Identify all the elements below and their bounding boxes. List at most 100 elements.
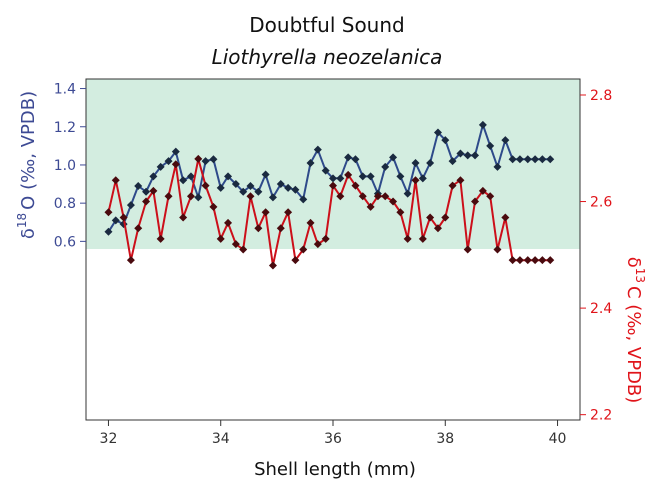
series-right-point [351,181,360,190]
series-left-point [284,183,293,192]
series-right-point [381,192,390,201]
series-left-point [478,120,487,129]
series-right-point [448,181,457,190]
series-left-point [538,155,547,164]
series-left-point [418,174,427,183]
series-left-point [156,162,165,171]
series-left-point [523,155,532,164]
x-tick-label: 40 [549,431,567,447]
series-left-point [246,181,255,190]
series-right-point [186,192,195,201]
series-left-point [389,153,398,162]
series-right-point [441,213,450,222]
series-left-point [231,180,240,189]
series-right-point [478,186,487,195]
series-right-point [239,245,248,254]
series-left-point [142,187,151,196]
chart-subtitle: Liothyrella neozelanica [212,45,443,69]
series-right-point [299,245,308,254]
series-right-point [224,218,233,227]
series-left-point [493,162,502,171]
series-left-point [501,136,510,145]
series-right-point [456,176,465,185]
series-left-point [396,172,405,181]
y-left-tick-label: 1.2 [54,120,76,136]
series-right-point [268,261,277,270]
plot-area: 32 34 36 38 40 0.6 0.8 1.0 1.2 1.4 2.2 2.4 2.6 2.8 [54,78,612,447]
series-left-point [261,170,270,179]
series-left-point [201,157,210,166]
series-left-point [186,172,195,181]
series-left-point [344,153,353,162]
series-right-point [373,192,382,201]
series-left-point [254,187,263,196]
series-right-point [426,213,435,222]
series-right-point [358,192,367,201]
series-left-point [171,147,180,156]
series-right-point [538,256,547,265]
series-left-point [268,193,277,202]
series-left-point [381,162,390,171]
series-right-point [246,192,255,201]
series-right-point [403,234,412,243]
series-left-point [224,172,233,181]
series-right-point [142,197,151,206]
series-left-point [531,155,540,164]
series-right-point [231,240,240,249]
series-right-point [508,256,517,265]
y-right-title-unit: C (‰, VPDB) [623,286,644,403]
series-right-point [531,256,540,265]
series-right-point [486,192,495,201]
x-axis-title: Shell length (mm) [254,459,416,479]
series-right-point [156,234,165,243]
series-right-point [433,224,442,233]
series-left-point [209,155,218,164]
series-right-point [216,234,225,243]
series-right-point [111,176,120,185]
series-left-point [426,159,435,168]
series-right-point [179,213,188,222]
series-right-point [344,170,353,179]
series-left-point [126,201,135,210]
x-tick-label: 36 [324,431,342,447]
series-right-point [336,192,345,201]
y-left-title-delta: δ [18,228,39,239]
series-left-point [164,157,173,166]
series-left-point [321,166,330,175]
series-left-point [104,227,113,236]
series-left-point [411,159,420,168]
series-right-point [471,197,480,206]
series-right-point [201,181,210,190]
series-right-point [523,256,532,265]
series-right-point [104,208,113,217]
series-right-point [515,256,524,265]
y-right-axis-title: δ13 C (‰, VPDB) [623,257,647,404]
series-right-point [284,208,293,217]
series-right-point [546,256,555,265]
x-tick-label: 32 [100,431,118,447]
series-left-point [194,193,203,202]
x-tick-label: 38 [436,431,454,447]
series-left-point [313,145,322,154]
y-right-tick-label: 2.4 [590,301,612,317]
series-right-point [291,256,300,265]
y-left-title-superscript: 18 [15,213,29,228]
series-right-point [411,176,420,185]
chart-title: Doubtful Sound [249,13,404,37]
series-left-point [276,180,285,189]
series-left-point [239,187,248,196]
series-left-point [299,195,308,204]
series-right-point [209,202,218,211]
series-right-point [493,245,502,254]
series-right-point [313,240,322,249]
series-left-point [456,149,465,158]
series-right-point [306,218,315,227]
y-right-title-delta: δ [623,257,644,268]
series-left-point [306,159,315,168]
series-right-point [329,181,337,190]
y-right-tick-label: 2.8 [590,88,612,104]
series-left-point [463,151,472,160]
series-left-point [216,183,225,192]
series-left-point [486,141,495,150]
